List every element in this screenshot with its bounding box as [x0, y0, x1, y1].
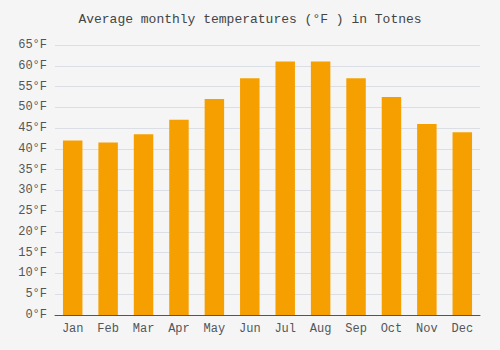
svg-text:45°F: 45°F: [18, 121, 47, 135]
svg-text:15°F: 15°F: [18, 246, 47, 260]
svg-text:20°F: 20°F: [18, 225, 47, 239]
svg-text:Apr: Apr: [168, 322, 190, 336]
svg-text:Jan: Jan: [62, 322, 84, 336]
svg-text:55°F: 55°F: [18, 80, 47, 94]
svg-text:Nov: Nov: [416, 322, 438, 336]
svg-text:65°F: 65°F: [18, 38, 47, 52]
svg-text:10°F: 10°F: [18, 266, 47, 280]
svg-text:Average monthly temperatures (: Average monthly temperatures (°F ) in To…: [78, 12, 421, 27]
svg-text:Aug: Aug: [310, 322, 332, 336]
svg-text:50°F: 50°F: [18, 100, 47, 114]
svg-text:40°F: 40°F: [18, 142, 47, 156]
svg-text:Oct: Oct: [381, 322, 403, 336]
svg-text:30°F: 30°F: [18, 183, 47, 197]
svg-text:35°F: 35°F: [18, 163, 47, 177]
svg-text:Dec: Dec: [451, 322, 473, 336]
svg-text:Jul: Jul: [274, 322, 296, 336]
svg-text:Feb: Feb: [97, 322, 119, 336]
svg-text:Mar: Mar: [133, 322, 155, 336]
svg-text:0°F: 0°F: [25, 308, 47, 322]
svg-text:25°F: 25°F: [18, 204, 47, 218]
svg-text:Sep: Sep: [345, 322, 367, 336]
svg-text:Jun: Jun: [239, 322, 261, 336]
svg-text:May: May: [204, 322, 226, 336]
svg-text:5°F: 5°F: [25, 287, 47, 301]
svg-text:60°F: 60°F: [18, 59, 47, 73]
